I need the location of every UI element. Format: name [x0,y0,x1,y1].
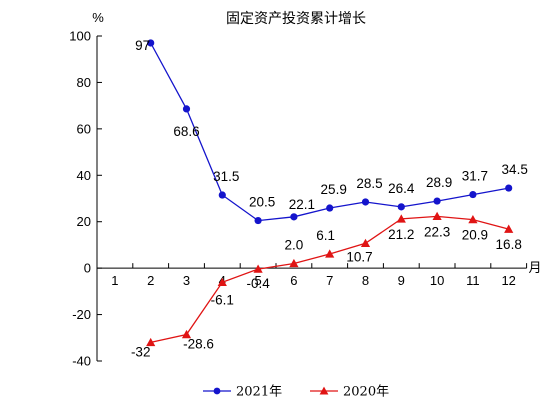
y-tick-label: -40 [72,354,91,369]
x-tick-label: 2 [147,273,154,288]
y-tick-label: 40 [77,168,91,183]
data-point-marker [290,213,298,221]
data-label: 22.1 [289,197,315,212]
x-tick-label: 5 [254,273,261,288]
data-label: 20.9 [462,228,488,243]
legend-marker [213,387,221,395]
data-label: 97 [135,38,150,53]
data-label: 25.9 [321,182,347,197]
x-tick-label: 10 [430,273,444,288]
data-label: 28.9 [426,175,452,190]
y-tick-label: 80 [77,75,91,90]
data-point-marker [217,277,227,286]
data-point-marker [504,224,514,233]
legend-item: 2021年 [203,385,282,400]
series-0: 97 68.6 31.5 20.5 22.1 25.9 28.5 26.4 28.9 31.7 34… [135,38,528,225]
data-label: 6.1 [316,228,335,243]
data-point-marker [505,184,513,192]
data-label: 26.4 [388,181,415,196]
data-point-marker [218,191,226,199]
series-1: -32 -28.6 -6.1 -0.4 2.0 6.1 10.7 21.2 22.3 20.9 16… [131,211,522,359]
data-label: 21.2 [388,227,414,242]
axes: -40-20020406080100123456789101112 [69,29,528,369]
data-label: -0.4 [246,276,270,291]
y-tick-label: -20 [72,307,91,322]
data-point-marker [326,204,334,212]
legend: 2021年 2020年 [203,385,389,400]
chart-title: 固定资产投资累计增长 [226,11,366,27]
x-tick-label: 9 [398,273,405,288]
data-point-marker [469,190,477,199]
data-label: 34.5 [502,162,528,177]
data-point-marker [468,215,478,224]
data-label: 31.7 [462,169,488,184]
x-tick-label: 11 [466,273,480,288]
data-point-marker [325,249,335,258]
y-axis-unit: % [92,10,104,25]
x-tick-label: 6 [290,273,297,288]
x-tick-label: 8 [362,273,369,288]
data-label: 68.6 [173,124,199,139]
data-label: -6.1 [211,292,234,307]
y-tick-label: 0 [84,261,91,276]
y-tick-label: 100 [69,29,91,44]
x-tick-label: 1 [111,273,118,288]
data-label: 16.8 [496,237,522,252]
data-label: 20.5 [249,195,275,210]
data-label: -28.6 [183,337,214,352]
legend-label: 2021年 [236,385,282,400]
data-point-marker [397,203,405,211]
data-point-marker [253,264,263,273]
data-point-marker [146,337,156,347]
data-label: 22.3 [424,224,450,239]
x-axis-unit: 月 [528,260,541,275]
data-point-marker [182,105,191,113]
legend-marker [319,386,329,395]
x-tick-label: 7 [326,273,333,288]
data-point-marker [396,214,406,223]
data-point-marker [360,238,371,247]
data-label: 28.5 [356,176,382,191]
data-point-marker [181,329,192,339]
data-point-marker [361,198,370,206]
legend-item: 2020年 [310,385,389,400]
data-point-marker [147,39,155,47]
data-label: 2.0 [285,238,304,253]
data-point-marker [289,258,299,268]
data-point-marker [433,197,441,205]
legend-label: 2020年 [343,385,389,400]
x-tick-label: 12 [501,273,515,288]
x-tick-label: 3 [183,273,190,288]
data-point-marker [254,216,262,225]
y-tick-label: 20 [77,214,91,229]
data-label: 31.5 [213,169,239,184]
data-point-marker [432,211,442,221]
data-label: 10.7 [346,249,372,264]
data-label: -32 [131,344,151,359]
y-tick-label: 60 [77,121,91,136]
